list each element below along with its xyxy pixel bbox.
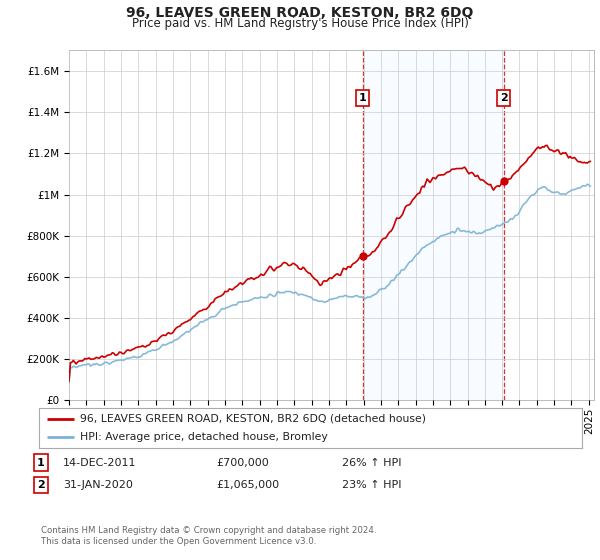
Text: 26% ↑ HPI: 26% ↑ HPI [342,458,401,468]
Text: 1: 1 [359,93,367,102]
Text: £700,000: £700,000 [216,458,269,468]
Text: £1,065,000: £1,065,000 [216,480,279,490]
Text: 2: 2 [500,93,508,102]
Text: 96, LEAVES GREEN ROAD, KESTON, BR2 6DQ (detached house): 96, LEAVES GREEN ROAD, KESTON, BR2 6DQ (… [80,414,426,423]
Text: 1: 1 [37,458,44,468]
Text: 2: 2 [37,480,44,490]
Text: Price paid vs. HM Land Registry's House Price Index (HPI): Price paid vs. HM Land Registry's House … [131,17,469,30]
Text: 31-JAN-2020: 31-JAN-2020 [63,480,133,490]
Bar [362,50,503,400]
Text: 96, LEAVES GREEN ROAD, KESTON, BR2 6DQ: 96, LEAVES GREEN ROAD, KESTON, BR2 6DQ [127,6,473,20]
Text: Contains HM Land Registry data © Crown copyright and database right 2024.
This d: Contains HM Land Registry data © Crown c… [41,526,376,546]
Text: HPI: Average price, detached house, Bromley: HPI: Average price, detached house, Brom… [80,432,328,442]
Text: 14-DEC-2011: 14-DEC-2011 [63,458,137,468]
Text: 23% ↑ HPI: 23% ↑ HPI [342,480,401,490]
